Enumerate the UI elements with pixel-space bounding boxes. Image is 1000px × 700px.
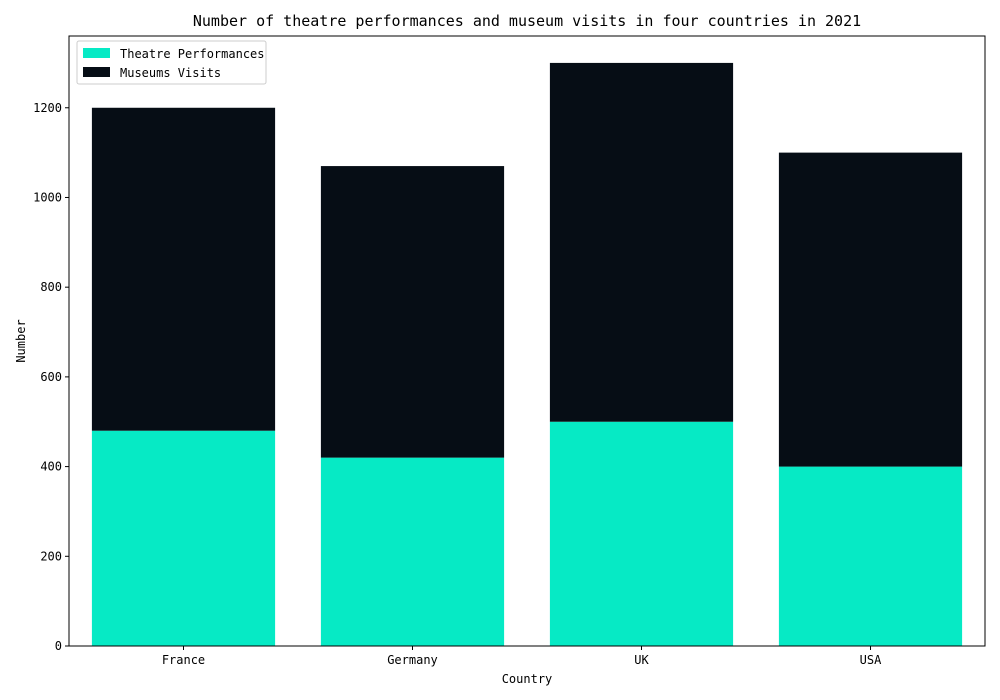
- legend-box: [76, 40, 267, 85]
- legend-label: Theatre Performances: [120, 47, 265, 61]
- legend-swatch: [83, 67, 110, 77]
- y-tick-label: 600: [40, 370, 62, 384]
- y-tick-label: 200: [40, 549, 62, 563]
- axes-frame: [68, 35, 986, 647]
- bar-uk-series-1: [549, 62, 734, 422]
- legend-swatch: [83, 48, 110, 58]
- y-tick-label: 800: [40, 280, 62, 294]
- legend: Theatre Performances Museums Visits: [76, 40, 267, 85]
- x-tick-label: USA: [860, 653, 882, 667]
- y-tick-label: 1000: [33, 190, 62, 204]
- x-axis-title: Country: [502, 672, 553, 686]
- bar-germany-series-1: [320, 166, 505, 458]
- y-tick-label: 0: [55, 639, 62, 653]
- y-tick-label: 1200: [33, 101, 62, 115]
- legend-label: Museums Visits: [120, 66, 221, 80]
- x-tick-label: UK: [634, 653, 649, 667]
- bar-usa-series-1: [778, 152, 963, 467]
- bar-france-series-0: [91, 430, 276, 646]
- bar-usa-series-0: [778, 466, 963, 646]
- bar-germany-series-0: [320, 457, 505, 646]
- plot-area: 0 200 400 600 800 1000 1200 France Germany UK USA: [33, 35, 986, 667]
- bar-uk-series-0: [549, 421, 734, 646]
- bar-france-series-1: [91, 107, 276, 431]
- y-tick-label: 400: [40, 460, 62, 474]
- x-tick-label: Germany: [387, 653, 438, 667]
- y-axis-title: Number: [14, 319, 28, 362]
- chart-title: Number of theatre performances and museu…: [193, 12, 861, 30]
- x-tick-label: France: [162, 653, 205, 667]
